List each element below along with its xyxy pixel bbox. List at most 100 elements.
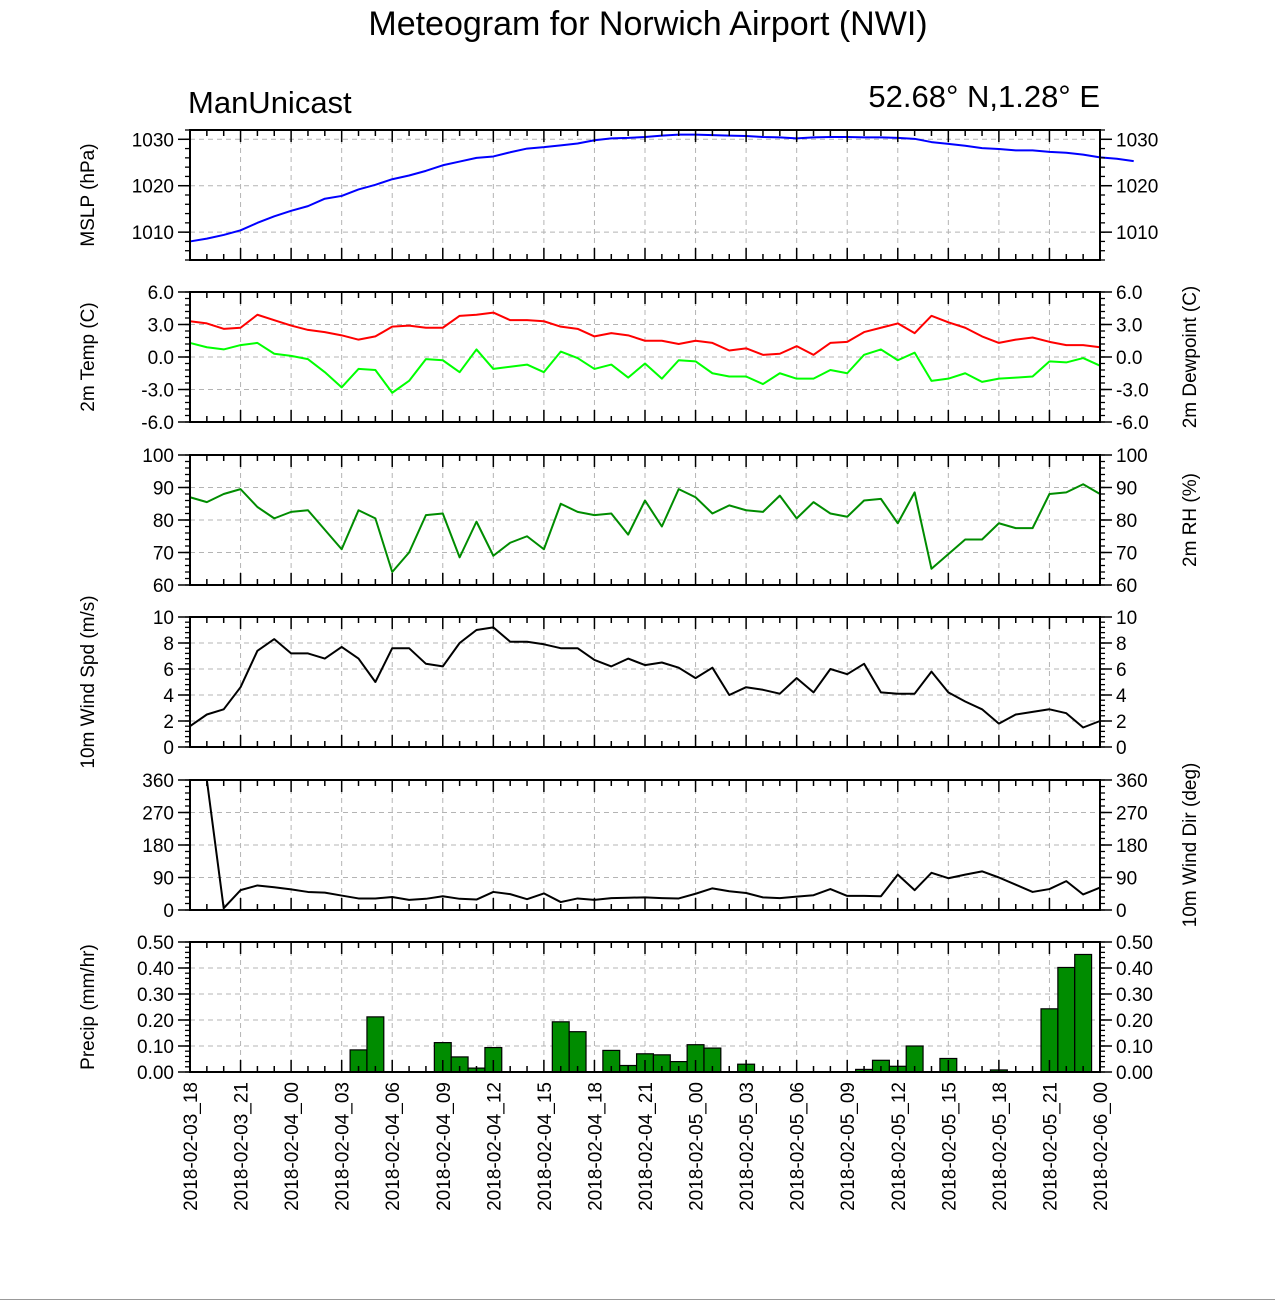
y-tick-label: 1020 bbox=[132, 177, 174, 198]
y-tick-label: 10 bbox=[1116, 608, 1137, 629]
y-tick-label: 100 bbox=[142, 446, 174, 467]
panel-rh: 60 60 70 70 80 80 90 90 100 100 2m RH (%) bbox=[142, 446, 1201, 597]
y-tick-label: -6.0 bbox=[1116, 413, 1149, 434]
y-tick-label: 0.20 bbox=[1116, 1011, 1153, 1032]
x-tick-label: 2018-02-05_00 bbox=[687, 1082, 708, 1211]
y-tick-label: -3.0 bbox=[1116, 381, 1149, 402]
y-axis-label-right: 10m Wind Dir (deg) bbox=[1180, 763, 1201, 928]
precip-bar bbox=[1057, 966, 1076, 1073]
y-tick-label: 0 bbox=[163, 738, 174, 759]
panel-temp: -6.0 -6.0 -3.0 -3.0 0.0 0.0 3.0 3.0 6.0 6.0 2m Tem… bbox=[78, 283, 1201, 434]
rh-series-0 bbox=[189, 483, 1101, 573]
y-tick-label: 0 bbox=[163, 901, 174, 922]
precip-bar bbox=[568, 1031, 587, 1073]
y-tick-label: -6.0 bbox=[141, 413, 174, 434]
y-tick-label: 70 bbox=[1116, 544, 1137, 565]
y-tick-label: 0.50 bbox=[1116, 933, 1153, 954]
y-tick-label: 0.0 bbox=[148, 348, 174, 369]
y-axis-label-left: MSLP (hPa) bbox=[78, 143, 99, 246]
y-tick-label: 0.00 bbox=[1116, 1063, 1153, 1084]
y-tick-label: 4 bbox=[163, 686, 174, 707]
x-tick-label: 2018-02-04_00 bbox=[282, 1082, 303, 1211]
y-axis-label-right: 2m Dewpoint (C) bbox=[1180, 286, 1201, 429]
precip-bar bbox=[366, 1016, 385, 1073]
x-tick-label: 2018-02-05_09 bbox=[838, 1082, 859, 1211]
chart-title: Meteogram for Norwich Airport (NWI) bbox=[368, 5, 927, 43]
y-tick-label: 70 bbox=[153, 544, 174, 565]
x-tick-label: 2018-02-05_06 bbox=[788, 1082, 809, 1211]
y-axis-label-left: Precip (mm/hr) bbox=[78, 944, 99, 1070]
precip-bar bbox=[551, 1021, 570, 1073]
y-tick-label: 90 bbox=[1116, 869, 1137, 890]
x-tick-label: 2018-02-05_12 bbox=[889, 1082, 910, 1211]
y-tick-label: 8 bbox=[1116, 634, 1127, 655]
y-tick-label: 0.0 bbox=[1116, 348, 1142, 369]
panel-mslp: 1010 1010 1020 1020 1030 1030 MSLP (hPa) bbox=[78, 129, 1158, 261]
y-tick-label: 4 bbox=[1116, 686, 1127, 707]
temp-series-1 bbox=[189, 341, 1101, 394]
y-tick-label: 8 bbox=[163, 634, 174, 655]
location-label: 52.68° N,1.28° E bbox=[868, 79, 1100, 114]
panel-wspd: 0 0 2 2 4 4 6 6 8 8 10 10 10m Wind Spd (m/s) bbox=[78, 595, 1137, 768]
y-tick-label: 180 bbox=[142, 836, 174, 857]
y-tick-label: 90 bbox=[1116, 479, 1137, 500]
y-tick-label: -3.0 bbox=[141, 381, 174, 402]
y-tick-label: 6.0 bbox=[1116, 283, 1142, 304]
y-tick-label: 0.40 bbox=[137, 959, 174, 980]
y-tick-label: 80 bbox=[153, 511, 174, 532]
y-tick-label: 1020 bbox=[1116, 177, 1158, 198]
y-tick-label: 2 bbox=[163, 712, 174, 733]
x-tick-label: 2018-02-05_15 bbox=[939, 1082, 960, 1211]
y-tick-label: 0.50 bbox=[137, 933, 174, 954]
x-tick-label: 2018-02-04_09 bbox=[434, 1082, 455, 1211]
y-axis-label-left: 10m Wind Spd (m/s) bbox=[78, 595, 99, 768]
y-tick-label: 80 bbox=[1116, 511, 1137, 532]
wdir-series-0 bbox=[205, 779, 1101, 910]
y-tick-label: 90 bbox=[153, 869, 174, 890]
x-tick-label: 2018-02-05_21 bbox=[1040, 1082, 1061, 1211]
y-tick-label: 360 bbox=[1116, 771, 1148, 792]
temp-series-0 bbox=[189, 311, 1101, 356]
x-tick-label: 2018-02-04_03 bbox=[333, 1082, 354, 1211]
y-tick-label: 0 bbox=[1116, 738, 1127, 759]
y-tick-label: 3.0 bbox=[1116, 316, 1142, 337]
y-tick-label: 0.30 bbox=[1116, 985, 1153, 1006]
y-tick-label: 180 bbox=[1116, 836, 1148, 857]
y-tick-label: 6 bbox=[163, 660, 174, 681]
x-tick-label: 2018-02-04_06 bbox=[383, 1082, 404, 1211]
y-tick-label: 60 bbox=[153, 576, 174, 597]
y-tick-label: 270 bbox=[1116, 804, 1148, 825]
y-tick-label: 2 bbox=[1116, 712, 1127, 733]
y-tick-label: 0.10 bbox=[137, 1037, 174, 1058]
y-tick-label: 0.10 bbox=[1116, 1037, 1153, 1058]
x-tick-label: 2018-02-04_21 bbox=[636, 1082, 657, 1211]
y-tick-label: 0 bbox=[1116, 901, 1127, 922]
x-tick-label: 2018-02-03_18 bbox=[181, 1082, 202, 1211]
x-tick-label: 2018-02-04_18 bbox=[585, 1082, 606, 1211]
x-tick-label: 2018-02-06_00 bbox=[1091, 1082, 1112, 1211]
y-tick-label: 60 bbox=[1116, 576, 1137, 597]
y-tick-label: 6.0 bbox=[148, 283, 174, 304]
source-label: ManUnicast bbox=[188, 85, 352, 120]
mslp-series-0 bbox=[189, 133, 1134, 243]
x-tick-label: 2018-02-03_21 bbox=[232, 1082, 253, 1211]
y-tick-label: 1010 bbox=[132, 223, 174, 244]
y-tick-label: 100 bbox=[1116, 446, 1148, 467]
y-tick-label: 1030 bbox=[1116, 130, 1158, 151]
y-axis-label-left: 2m Temp (C) bbox=[78, 302, 99, 411]
y-tick-label: 0.30 bbox=[137, 985, 174, 1006]
x-tick-label: 2018-02-04_15 bbox=[535, 1082, 556, 1211]
y-tick-label: 10 bbox=[153, 608, 174, 629]
y-tick-label: 0.20 bbox=[137, 1011, 174, 1032]
x-tick-label: 2018-02-05_18 bbox=[990, 1082, 1011, 1211]
wspd-series-0 bbox=[189, 626, 1101, 729]
y-tick-label: 360 bbox=[142, 771, 174, 792]
panel-wdir: 0 0 90 90 180 180 270 270 360 360 10m Wind Dir (de… bbox=[142, 763, 1201, 928]
y-tick-label: 6 bbox=[1116, 660, 1127, 681]
precip-bar bbox=[1074, 953, 1093, 1073]
x-tick-label: 2018-02-04_12 bbox=[484, 1082, 505, 1211]
y-tick-label: 1010 bbox=[1116, 223, 1158, 244]
y-tick-label: 1030 bbox=[132, 130, 174, 151]
panel-precip: 0.00 0.00 0.10 0.10 0.20 0.20 0.30 0.30 0.40 0.40… bbox=[78, 933, 1153, 1084]
